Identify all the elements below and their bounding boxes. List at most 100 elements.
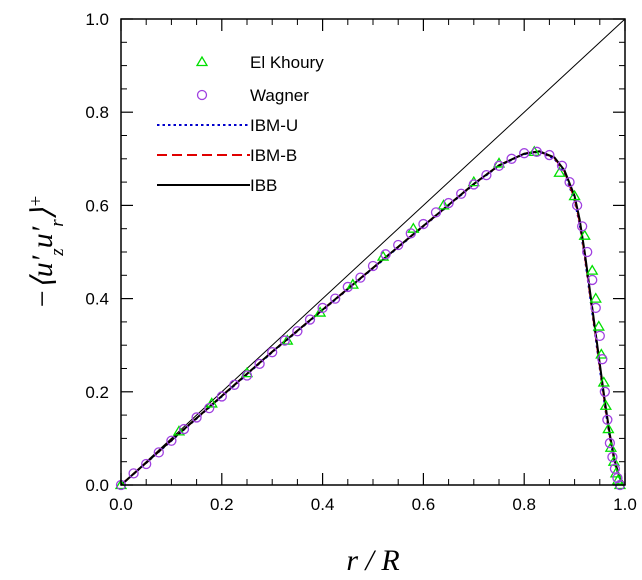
y-tick-label: 0.8 <box>85 103 109 122</box>
el-khoury-point <box>586 264 599 275</box>
wagner-point <box>292 326 303 337</box>
legend-item-ibm-u: IBM-U <box>157 116 298 135</box>
wagner-point <box>191 412 202 423</box>
wagner-point <box>355 272 366 283</box>
el-khoury-point <box>553 166 566 177</box>
legend-symbol-circle <box>196 89 208 101</box>
x-tick-label: 1.0 <box>613 495 637 514</box>
wagner-point <box>204 402 215 414</box>
el-khoury-point <box>597 376 610 387</box>
legend-label: IBM-U <box>250 116 298 135</box>
wagner-point <box>153 447 164 458</box>
wagner-point <box>531 146 542 157</box>
wagner-point <box>443 197 454 209</box>
y-tick-label: 0.6 <box>85 196 109 215</box>
wagner-point <box>241 370 253 381</box>
wagner-point <box>587 274 598 286</box>
wagner-point <box>380 249 391 260</box>
el-khoury-point <box>578 229 591 240</box>
el-khoury-point <box>407 222 420 233</box>
tick-layer: 0.0 0.2 0.4 0.6 0.8 1.0 0.0 0.2 0.4 0.6 0.8 1.0 <box>85 10 636 514</box>
el-khoury-point <box>205 397 218 408</box>
x-axis-title: r / R <box>346 544 399 577</box>
wagner-point <box>128 468 139 479</box>
wagner-point <box>594 330 605 342</box>
wagner-point <box>597 354 608 365</box>
legend-item-el khoury: El Khoury <box>195 53 324 72</box>
wagner-point <box>590 302 601 314</box>
wagner-point <box>481 169 492 181</box>
wagner-point <box>456 188 467 199</box>
x-tick-label: 0.0 <box>109 495 133 514</box>
legend-symbol-triangle <box>195 55 209 67</box>
legend: El Khoury Wagner IBM-U IBM-B IBB <box>157 53 324 195</box>
wagner-point <box>609 463 621 474</box>
wagner-point <box>607 451 618 463</box>
wagner-point <box>612 472 623 484</box>
wagner-point <box>577 221 588 232</box>
wagner-point <box>317 302 328 314</box>
reference-diagonal-layer <box>120 18 626 486</box>
legend-label: IBM-B <box>250 146 297 165</box>
wagner-point <box>468 179 479 190</box>
el-khoury-point <box>437 199 450 210</box>
series-ibm-b-line <box>120 150 626 486</box>
wagner-point <box>544 149 555 161</box>
wagner-point <box>367 260 379 272</box>
wagner-point <box>342 281 353 293</box>
legend-item-ibb: IBB <box>157 176 277 195</box>
y-tick-label: 0.0 <box>85 476 109 495</box>
y-axis-title: −⟨u′zu′r⟩+ <box>26 195 68 309</box>
wagner-point <box>571 200 583 211</box>
y-tick-label: 0.4 <box>85 290 109 309</box>
legend-item-ibm-b: IBM-B <box>157 146 297 165</box>
el-khoury-point <box>595 348 608 359</box>
wagner-point <box>564 176 575 188</box>
wagner-point <box>330 293 341 304</box>
legend-item-wagner: Wagner <box>196 86 309 105</box>
y-tick-label: 0.2 <box>85 383 109 402</box>
x-tick-label: 0.2 <box>210 495 234 514</box>
el-khoury-point <box>346 278 359 289</box>
wagner-point <box>141 458 152 470</box>
wagner-point <box>604 437 616 449</box>
wagner-point <box>418 218 429 230</box>
wagner-point <box>304 314 316 325</box>
el-khoury-point <box>568 189 581 201</box>
series-ibb-line <box>120 150 626 486</box>
wagner-point <box>216 391 227 402</box>
el-khoury-point <box>376 250 390 261</box>
wagner-point <box>405 228 416 239</box>
legend-label: Wagner <box>250 86 309 105</box>
wagner-point <box>254 358 265 369</box>
legend-label: IBB <box>250 176 277 195</box>
wagner-point <box>229 379 240 390</box>
wagner-point <box>599 386 610 397</box>
wagner-point <box>602 414 613 425</box>
wagner-point <box>430 207 442 218</box>
y-tick-label: 1.0 <box>85 10 109 29</box>
el-khoury-point <box>467 175 480 187</box>
el-khoury-point <box>240 366 254 378</box>
el-khoury-point <box>172 425 186 436</box>
series-layer <box>114 145 627 491</box>
wagner-point <box>506 153 517 164</box>
legend-label: El Khoury <box>250 53 324 72</box>
el-khoury-point <box>602 422 615 434</box>
reference-diagonal-line <box>120 18 626 486</box>
wagner-point <box>493 160 505 171</box>
series-ibm-u-line <box>120 150 626 486</box>
wagner-point <box>279 335 290 346</box>
wagner-point <box>519 148 530 159</box>
wagner-point <box>582 246 593 258</box>
wagner-point <box>166 435 177 446</box>
wagner-point <box>393 239 404 251</box>
x-tick-label: 0.6 <box>412 495 436 514</box>
el-khoury-point <box>589 292 602 303</box>
el-khoury-point <box>599 399 612 410</box>
x-tick-label: 0.4 <box>311 495 335 514</box>
wagner-point <box>178 423 190 435</box>
wagner-point <box>267 347 278 358</box>
el-khoury-point <box>492 157 506 168</box>
